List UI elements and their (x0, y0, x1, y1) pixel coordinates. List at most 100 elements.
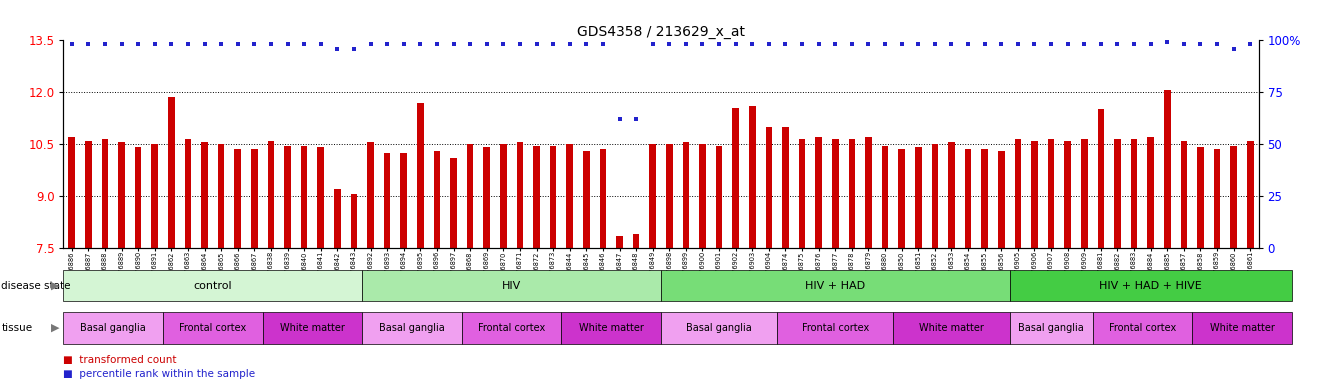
Bar (715, 146, 722, 248)
Bar (666, 144, 673, 248)
Bar (998, 151, 1005, 248)
Bar (517, 142, 524, 248)
Point (393, 41, 414, 48)
Point (1025, 41, 1046, 48)
Bar (451, 158, 457, 248)
Bar (682, 142, 689, 248)
Point (676, 41, 697, 48)
Text: Basal ganglia: Basal ganglia (686, 323, 752, 333)
Bar (1163, 90, 1170, 248)
Bar (1147, 137, 1154, 248)
Bar (368, 142, 374, 248)
Bar (350, 194, 357, 248)
Bar (267, 141, 274, 248)
Point (559, 41, 580, 48)
Text: HIV: HIV (502, 281, 521, 291)
Bar (783, 127, 789, 248)
Point (1223, 46, 1244, 52)
Bar (798, 139, 805, 248)
Point (1207, 41, 1228, 48)
Point (427, 41, 448, 48)
Bar (1097, 109, 1104, 248)
Point (891, 41, 912, 48)
Bar (1048, 139, 1055, 248)
Point (825, 41, 846, 48)
Bar (1031, 141, 1038, 248)
Point (908, 41, 929, 48)
Text: control: control (193, 281, 233, 291)
Point (177, 41, 198, 48)
Bar (69, 137, 75, 248)
Bar (816, 137, 822, 248)
Bar (1214, 149, 1220, 248)
Bar (317, 147, 324, 248)
Bar (600, 149, 607, 248)
Bar (750, 106, 756, 248)
Bar (965, 149, 972, 248)
Point (443, 41, 464, 48)
Point (161, 41, 182, 48)
Bar (616, 236, 623, 248)
Text: Basal ganglia: Basal ganglia (1018, 323, 1084, 333)
Bar (185, 139, 192, 248)
Bar (1198, 147, 1204, 248)
Text: Basal ganglia: Basal ganglia (379, 323, 446, 333)
Text: ■  transformed count: ■ transformed count (63, 355, 177, 365)
Text: ▶: ▶ (52, 281, 59, 291)
Point (194, 41, 215, 48)
Point (476, 41, 497, 48)
Point (127, 41, 149, 48)
Bar (899, 149, 906, 248)
Point (609, 116, 631, 122)
Point (1140, 41, 1161, 48)
Bar (915, 147, 921, 248)
Point (642, 41, 664, 48)
Bar (1064, 141, 1071, 248)
Bar (467, 144, 473, 248)
Point (61, 41, 82, 48)
Text: Frontal cortex: Frontal cortex (180, 323, 246, 333)
Point (144, 41, 165, 48)
Bar (633, 234, 640, 248)
Bar (251, 149, 258, 248)
Bar (118, 142, 124, 248)
Text: ■  percentile rank within the sample: ■ percentile rank within the sample (63, 369, 255, 379)
Bar (1114, 139, 1121, 248)
Bar (152, 144, 159, 248)
Point (278, 41, 299, 48)
Point (658, 41, 680, 48)
Bar (484, 147, 490, 248)
Bar (765, 127, 772, 248)
Point (924, 41, 945, 48)
Text: White matter: White matter (280, 323, 345, 333)
Bar (732, 108, 739, 248)
Point (493, 41, 514, 48)
Point (1058, 41, 1079, 48)
Point (759, 41, 780, 48)
Text: Frontal cortex: Frontal cortex (479, 323, 545, 333)
Point (957, 41, 978, 48)
Point (78, 41, 99, 48)
Point (1157, 39, 1178, 45)
Bar (865, 137, 871, 248)
Text: White matter: White matter (1210, 323, 1274, 333)
Point (875, 41, 896, 48)
Point (726, 41, 747, 48)
Bar (284, 146, 291, 248)
Point (210, 41, 231, 48)
Point (990, 41, 1011, 48)
Point (509, 41, 530, 48)
Point (974, 41, 995, 48)
Bar (168, 98, 175, 248)
Point (344, 46, 365, 52)
Point (1240, 41, 1261, 48)
Point (1124, 41, 1145, 48)
Bar (849, 139, 855, 248)
Text: ▶: ▶ (52, 323, 59, 333)
Point (377, 41, 398, 48)
Point (858, 41, 879, 48)
Bar (981, 149, 988, 248)
Point (1007, 41, 1029, 48)
Bar (583, 151, 590, 248)
Bar (699, 144, 706, 248)
